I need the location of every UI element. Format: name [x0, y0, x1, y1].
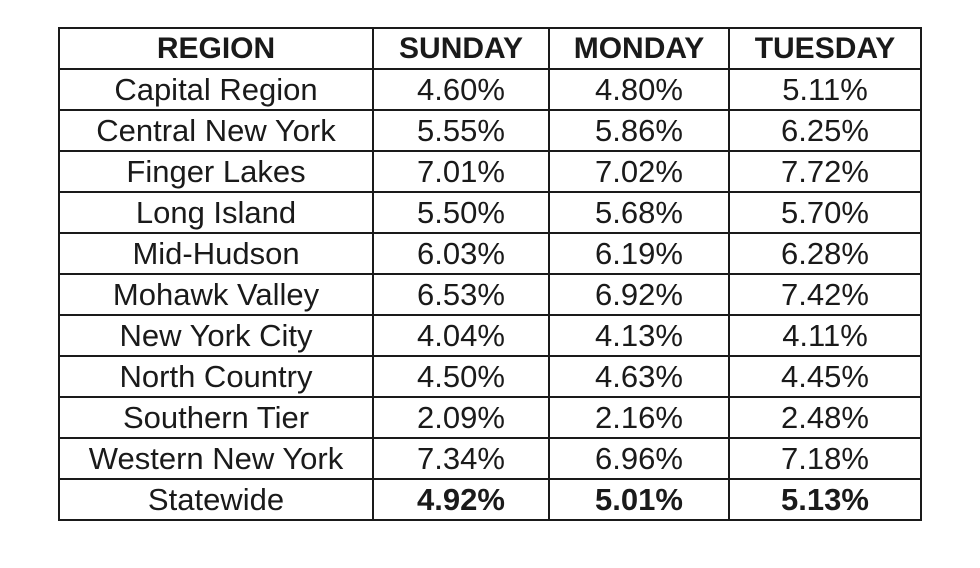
header-monday: MONDAY [548, 27, 730, 70]
sunday-cell: 4.50% [372, 355, 550, 398]
tuesday-cell: 4.45% [728, 355, 922, 398]
monday-cell: 6.96% [548, 437, 730, 480]
table-row: North Country 4.50% 4.63% 4.45% [58, 355, 922, 398]
table-body: Capital Region 4.60% 4.80% 5.11% Central… [58, 68, 922, 521]
region-cell: North Country [58, 355, 374, 398]
sunday-cell: 4.92% [372, 478, 550, 521]
monday-cell: 2.16% [548, 396, 730, 439]
tuesday-cell: 7.18% [728, 437, 922, 480]
region-cell: Capital Region [58, 68, 374, 111]
region-cell: Long Island [58, 191, 374, 234]
sunday-cell: 5.50% [372, 191, 550, 234]
monday-cell: 5.01% [548, 478, 730, 521]
region-cell: Statewide [58, 478, 374, 521]
tuesday-cell: 5.70% [728, 191, 922, 234]
monday-cell: 6.19% [548, 232, 730, 275]
monday-cell: 4.80% [548, 68, 730, 111]
monday-cell: 6.92% [548, 273, 730, 316]
table-row: Western New York 7.34% 6.96% 7.18% [58, 437, 922, 480]
region-cell: Mohawk Valley [58, 273, 374, 316]
table-row: Central New York 5.55% 5.86% 6.25% [58, 109, 922, 152]
table-row: Mohawk Valley 6.53% 6.92% 7.42% [58, 273, 922, 316]
sunday-cell: 5.55% [372, 109, 550, 152]
sunday-cell: 6.03% [372, 232, 550, 275]
region-cell: Southern Tier [58, 396, 374, 439]
tuesday-cell: 7.72% [728, 150, 922, 193]
tuesday-cell: 2.48% [728, 396, 922, 439]
sunday-cell: 4.04% [372, 314, 550, 357]
monday-cell: 4.13% [548, 314, 730, 357]
tuesday-cell: 5.13% [728, 478, 922, 521]
tuesday-cell: 7.42% [728, 273, 922, 316]
table-row: Capital Region 4.60% 4.80% 5.11% [58, 68, 922, 111]
region-data-table: REGION SUNDAY MONDAY TUESDAY Capital Reg… [58, 27, 922, 521]
sunday-cell: 7.01% [372, 150, 550, 193]
region-cell: New York City [58, 314, 374, 357]
region-cell: Western New York [58, 437, 374, 480]
sunday-cell: 4.60% [372, 68, 550, 111]
table-row: Mid-Hudson 6.03% 6.19% 6.28% [58, 232, 922, 275]
monday-cell: 4.63% [548, 355, 730, 398]
tuesday-cell: 6.25% [728, 109, 922, 152]
header-row: REGION SUNDAY MONDAY TUESDAY [58, 27, 922, 70]
header-sunday: SUNDAY [372, 27, 550, 70]
sunday-cell: 6.53% [372, 273, 550, 316]
table-row: Long Island 5.50% 5.68% 5.70% [58, 191, 922, 234]
region-cell: Mid-Hudson [58, 232, 374, 275]
monday-cell: 5.86% [548, 109, 730, 152]
monday-cell: 5.68% [548, 191, 730, 234]
region-cell: Central New York [58, 109, 374, 152]
table-row: Finger Lakes 7.01% 7.02% 7.72% [58, 150, 922, 193]
region-cell: Finger Lakes [58, 150, 374, 193]
sunday-cell: 7.34% [372, 437, 550, 480]
table-row: Southern Tier 2.09% 2.16% 2.48% [58, 396, 922, 439]
tuesday-cell: 6.28% [728, 232, 922, 275]
tuesday-cell: 5.11% [728, 68, 922, 111]
table-row: New York City 4.04% 4.13% 4.11% [58, 314, 922, 357]
monday-cell: 7.02% [548, 150, 730, 193]
header-tuesday: TUESDAY [728, 27, 922, 70]
sunday-cell: 2.09% [372, 396, 550, 439]
header-region: REGION [58, 27, 374, 70]
tuesday-cell: 4.11% [728, 314, 922, 357]
statewide-row: Statewide 4.92% 5.01% 5.13% [58, 478, 922, 521]
